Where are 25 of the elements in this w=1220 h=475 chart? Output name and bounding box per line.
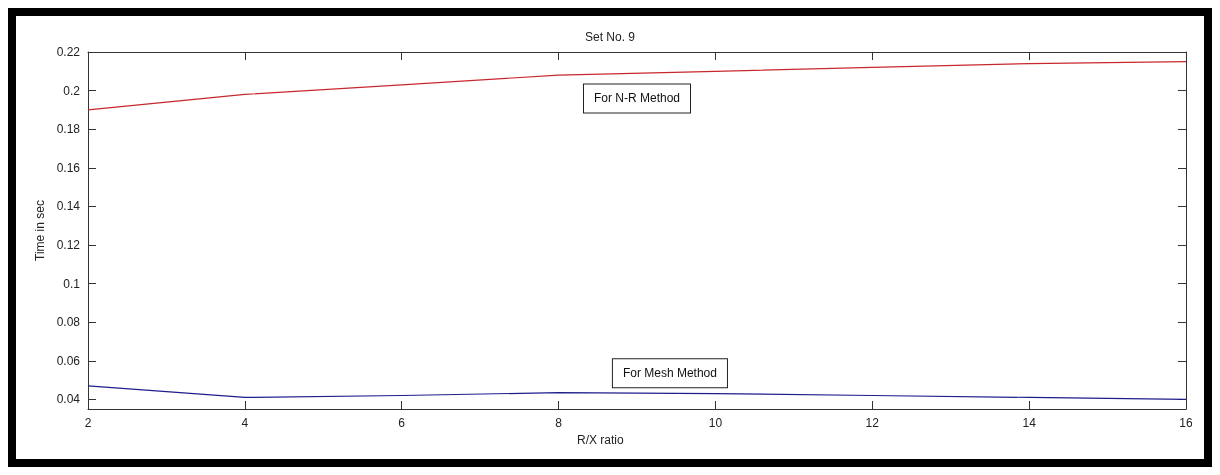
x-tick-label: 12 — [865, 416, 880, 430]
x-tick-label: 16 — [1179, 416, 1193, 430]
y-tick-label: 0.16 — [56, 160, 81, 175]
y-tick-label: 0.04 — [56, 392, 81, 407]
annotation: For N-R Method — [593, 91, 681, 106]
y-tick-label: 0.2 — [63, 83, 81, 98]
x-tick-label: 8 — [555, 416, 563, 430]
y-tick-label: 0.12 — [56, 237, 81, 252]
annotation: For Mesh Method — [622, 366, 717, 381]
line-series — [87, 385, 1187, 400]
x-tick-label: 4 — [241, 416, 249, 430]
y-tick-label: 0.18 — [56, 122, 81, 137]
y-tick-label: 0.08 — [56, 315, 81, 330]
chart-title: Set No. 9 — [584, 30, 636, 44]
y-axis-title: Time in sec — [32, 200, 47, 261]
x-tick-label: 2 — [84, 416, 92, 430]
x-tick-label: 6 — [398, 416, 406, 430]
y-tick-label: 0.06 — [56, 353, 81, 368]
y-tick-label: 0.22 — [56, 45, 81, 59]
x-tick-label: 10 — [708, 416, 723, 430]
y-tick-label: 0.1 — [63, 276, 81, 291]
x-tick-label: 14 — [1022, 416, 1037, 430]
y-tick-label: 0.14 — [56, 199, 81, 214]
x-axis-title: R/X ratio — [577, 432, 625, 447]
line-series — [87, 61, 1187, 111]
